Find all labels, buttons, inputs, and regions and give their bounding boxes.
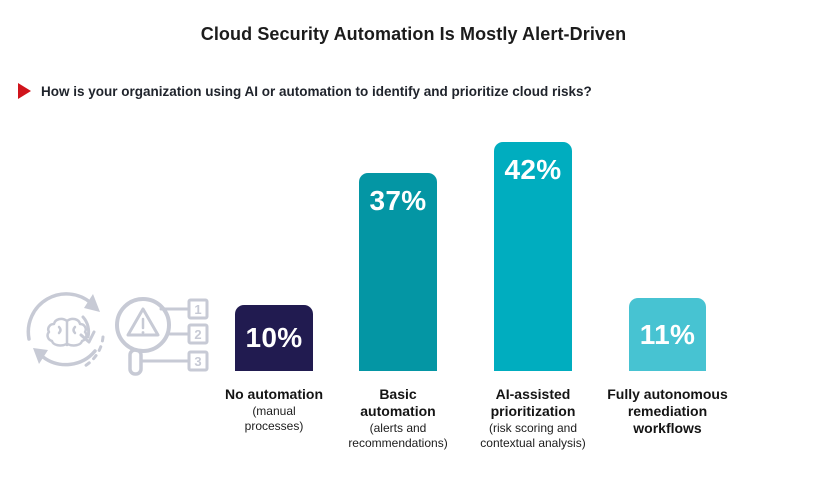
cycle-arrowhead-bottom [33,348,48,364]
cycle-inner-arrow [79,330,96,344]
category-name: Basic automation [360,386,436,420]
left-icon-group: 1 2 3 [26,292,209,376]
bar-category-label-fully-autonomous-remediation-workflows: Fully autonomous remediation workflows [588,386,748,437]
warning-triangle-icon [126,307,160,337]
bar-no-automation: 10% [235,305,313,371]
category-name: Fully autonomous remediation workflows [607,386,728,437]
bar-fully-autonomous-remediation-workflows: 11% [629,298,706,371]
bar-category-label-basic-automation: Basic automation (alerts and recommendati… [318,386,478,451]
magnifier-handle [128,348,143,376]
ranked-list-boxes [187,298,209,372]
bar-ai-assisted-prioritization: 42% [494,142,572,371]
bar-value-label: 42% [504,154,562,185]
category-subtitle: (manual processes) [244,404,304,434]
rank-number-2: 2 [194,327,201,342]
cycle-arrowhead-top [84,294,100,312]
rank-number-1: 1 [194,302,201,317]
bar-category-label-ai-assisted-prioritization: AI-assisted prioritization (risk scoring … [453,386,613,451]
survey-question: How is your organization using AI or aut… [18,83,592,99]
category-name: AI-assisted prioritization [490,386,576,420]
rank-number-3: 3 [194,354,201,369]
risk-alert-triage-icon: 1 2 3 [115,297,209,376]
bar-value-label: 10% [245,322,303,353]
ai-brain-cycle-icon [26,292,105,369]
red-play-triangle-icon [18,83,31,99]
category-subtitle: (alerts and recommendations) [348,421,448,451]
brain-icon [46,317,88,347]
category-name: No automation [225,386,323,402]
bar-category-label-no-automation: No automation (manual processes) [194,386,354,434]
bar-basic-automation: 37% [359,173,437,371]
category-subtitle: (risk scoring and contextual analysis) [480,421,586,451]
bar-value-label: 37% [369,185,427,216]
magnifier-lens [115,297,171,353]
bar-value-label: 11% [639,318,696,350]
survey-question-text: How is your organization using AI or aut… [41,83,592,99]
page-title: Cloud Security Automation Is Mostly Aler… [200,24,627,44]
